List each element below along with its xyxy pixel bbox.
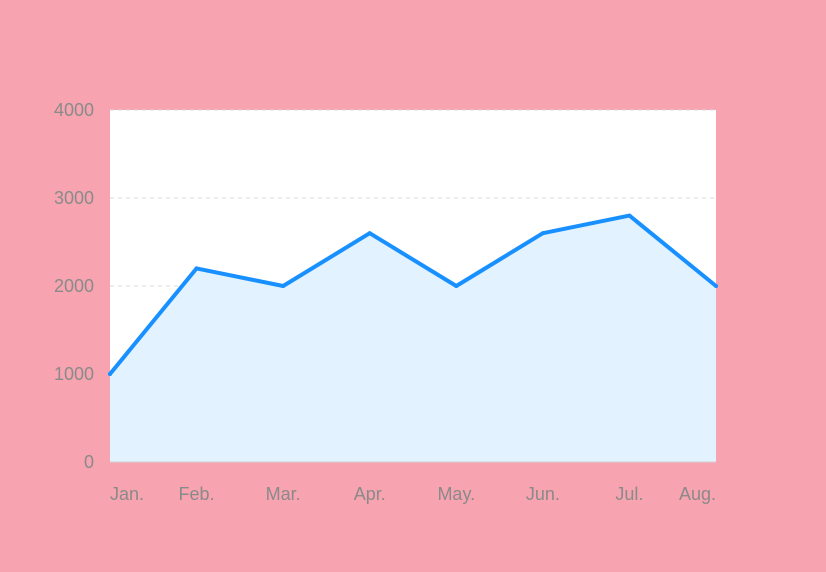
- data-point-aug: [714, 284, 718, 288]
- data-points: [108, 213, 718, 376]
- data-point-feb: [194, 266, 199, 271]
- x-tick-label: Jun.: [526, 484, 560, 504]
- x-tick-label: Jan.: [110, 484, 144, 504]
- series-line: [108, 213, 718, 376]
- data-point-jan: [108, 372, 112, 376]
- y-tick-label: 3000: [54, 188, 94, 208]
- y-tick-label: 0: [84, 452, 94, 472]
- area-fill: [110, 215, 716, 462]
- x-tick-label: Feb.: [179, 484, 215, 504]
- y-axis-ticks: 0 1000 2000 3000 4000: [54, 100, 94, 472]
- x-axis-ticks: Jan. Feb. Mar. Apr. May. Jun. Jul. Aug.: [110, 484, 716, 504]
- x-tick-label: Jul.: [615, 484, 643, 504]
- data-point-jun: [540, 231, 545, 236]
- y-tick-label: 2000: [54, 276, 94, 296]
- x-tick-label: Apr.: [354, 484, 386, 504]
- data-point-mar: [281, 284, 286, 288]
- x-tick-label: Mar.: [266, 484, 301, 504]
- data-point-may: [454, 284, 459, 288]
- y-tick-label: 4000: [54, 100, 94, 120]
- x-tick-label: May.: [437, 484, 475, 504]
- y-tick-label: 1000: [54, 364, 94, 384]
- x-tick-label: Aug.: [679, 484, 716, 504]
- data-point-jul: [627, 213, 632, 218]
- data-point-apr: [367, 231, 372, 236]
